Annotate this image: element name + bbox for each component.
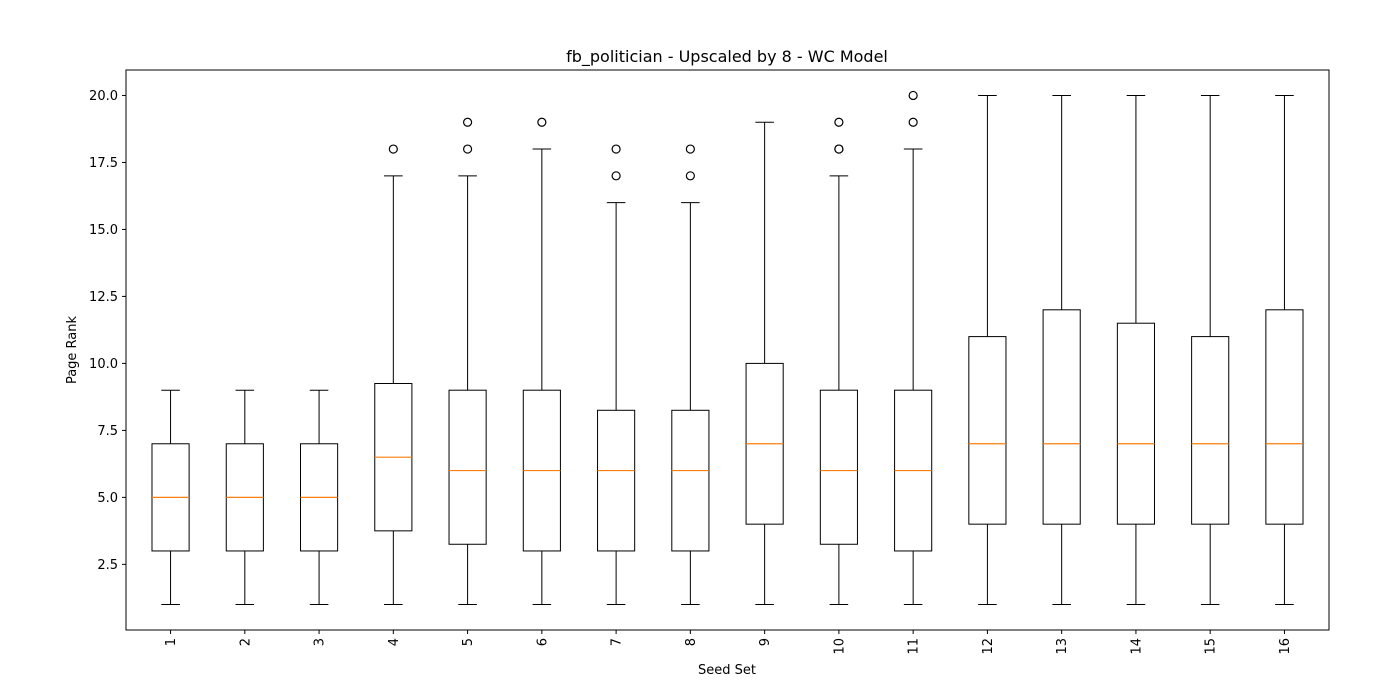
outlier-point (685, 144, 695, 154)
box-10 (819, 117, 858, 606)
y-tick-label: 5.0 (97, 491, 118, 506)
x-tick-label: 12 (981, 638, 996, 655)
box-4 (374, 144, 413, 606)
box-11 (894, 90, 933, 606)
y-axis: 2.5 5.0 7.5 10.0 12.5 15.0 17.5 20.0 (89, 89, 126, 573)
plot-frame (125, 69, 1330, 631)
x-tick-label: 7 (610, 638, 625, 646)
box-iqr (448, 389, 487, 545)
outlier-point (462, 144, 473, 154)
x-tick-label: 2 (238, 638, 253, 646)
box-3 (300, 389, 339, 606)
x-tick-label: 13 (1055, 638, 1070, 655)
box-iqr (671, 409, 710, 552)
x-tick-label: 4 (387, 638, 402, 646)
x-tick-label: 16 (1278, 638, 1293, 655)
box-8 (671, 144, 710, 606)
x-axis: 1 2 3 4 5 6 7 8 9 10 11 12 13 14 15 16 (164, 630, 1293, 655)
y-tick-label: 10.0 (89, 357, 118, 372)
boxes-layer (151, 90, 1304, 606)
box-16 (1265, 94, 1304, 606)
box-12 (968, 94, 1007, 606)
box-iqr (1116, 322, 1155, 525)
y-tick-label: 12.5 (89, 290, 118, 305)
y-tick-label: 7.5 (97, 424, 118, 439)
x-tick-label: 6 (535, 638, 550, 646)
box-7 (597, 144, 636, 606)
outlier-point (908, 117, 918, 127)
box-2 (225, 389, 264, 606)
y-tick-label: 2.5 (97, 558, 118, 573)
box-6 (522, 117, 561, 606)
outlier-point (388, 144, 398, 154)
x-tick-label: 3 (313, 638, 328, 646)
box-14 (1116, 94, 1155, 606)
x-tick-label: 15 (1204, 638, 1219, 655)
outlier-point (834, 144, 844, 154)
outlier-point (611, 171, 621, 181)
x-tick-label: 14 (1129, 638, 1144, 655)
x-axis-label: Seed Set (698, 663, 756, 678)
box-9 (745, 121, 784, 606)
x-tick-label: 10 (832, 638, 847, 655)
x-tick-label: 9 (758, 638, 773, 646)
box-13 (1042, 94, 1081, 606)
box-1 (151, 389, 190, 606)
box-iqr (1042, 309, 1081, 525)
outlier-point (462, 117, 473, 127)
outlier-point (908, 90, 918, 101)
box-iqr (1265, 309, 1304, 525)
box-15 (1191, 94, 1230, 606)
y-tick-label: 20.0 (89, 89, 118, 104)
y-tick-label: 15.0 (89, 223, 118, 238)
x-tick-label: 11 (907, 638, 922, 655)
x-tick-label: 1 (164, 638, 179, 646)
box-iqr (819, 389, 858, 545)
box-iqr (597, 409, 636, 552)
outlier-point (685, 171, 695, 181)
chart-title: fb_politician - Upscaled by 8 - WC Model (566, 47, 888, 67)
x-tick-label: 8 (684, 638, 699, 646)
box-iqr (1191, 336, 1230, 525)
y-axis-label: Page Rank (65, 315, 80, 384)
outlier-point (611, 144, 621, 154)
x-tick-label: 5 (461, 638, 476, 646)
outlier-point (537, 117, 547, 127)
y-tick-label: 17.5 (89, 156, 118, 171)
outlier-point (834, 117, 844, 127)
box-5 (448, 117, 487, 606)
box-iqr (968, 336, 1007, 525)
